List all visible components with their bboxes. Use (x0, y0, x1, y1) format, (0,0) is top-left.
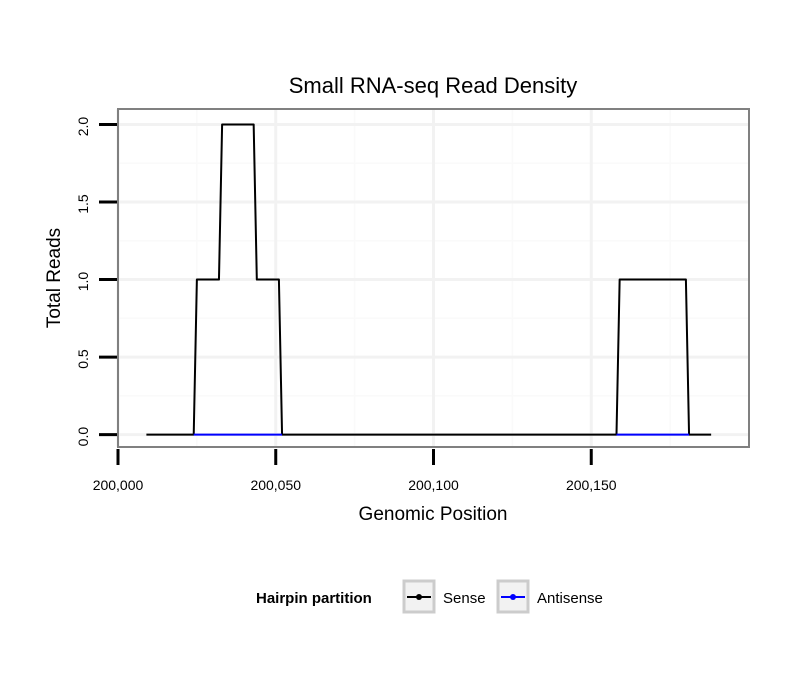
y-tick-label: 1.0 (75, 272, 91, 292)
legend-label-sense: Sense (443, 590, 486, 607)
plot-border (117, 108, 750, 448)
x-axis-title: Genomic Position (359, 504, 508, 525)
x-tick-label: 200,100 (408, 477, 459, 493)
grid (116, 109, 749, 447)
x-tick-label: 200,000 (93, 477, 144, 493)
y-tick-label: 0.0 (75, 427, 91, 447)
y-tick-label: 0.5 (75, 349, 91, 369)
y-tick-label: 1.5 (75, 194, 91, 214)
chart-title: Small RNA-seq Read Density (289, 73, 578, 98)
legend-key-antisense-dot (510, 594, 516, 600)
legend-label-antisense: Antisense (537, 590, 603, 607)
series-layer (146, 123, 712, 436)
y-axis-title: Total Reads (44, 228, 65, 328)
x-tick-label: 200,150 (566, 477, 617, 493)
legend: Hairpin partition Sense Antisense (256, 579, 603, 614)
legend-key-sense-dot (416, 594, 422, 600)
legend-title: Hairpin partition (256, 590, 372, 607)
series-line-sense (146, 123, 712, 436)
x-tick-label: 200,050 (250, 477, 301, 493)
y-tick-label: 2.0 (75, 117, 91, 137)
axes: 0.0 0.5 1.0 1.5 2.0 200,000 200,050 200,100 200,… (75, 117, 617, 493)
